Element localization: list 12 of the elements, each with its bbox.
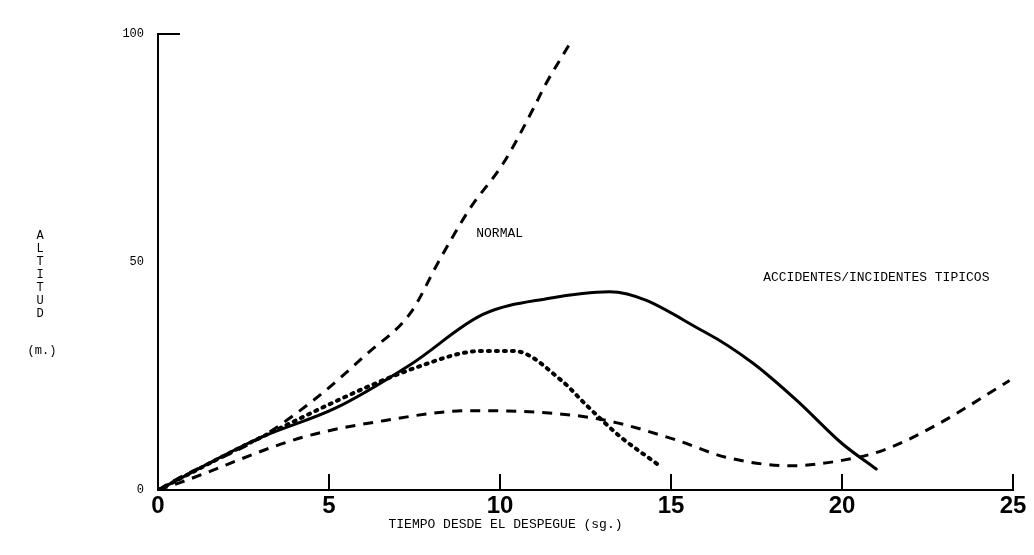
x-tick-label: 20 [828, 491, 856, 519]
x-tick-label: 25 [999, 491, 1027, 519]
text: ALTITUD (m.) [27, 229, 57, 359]
x-axis-title: TIEMPO DESDE EL DESPEGUE (sg.) [388, 516, 623, 532]
annotation: NORMAL [476, 225, 524, 241]
x-tick-label: 5 [322, 491, 336, 519]
y-tick-label: 100 [122, 27, 144, 42]
y-tick-label: 50 [129, 255, 144, 270]
annotation: ACCIDENTES/INCIDENTES TIPICOS [763, 269, 990, 285]
x-tick-label: 15 [657, 491, 685, 519]
x-tick-label: 0 [151, 491, 165, 519]
x-tick-label: 10 [486, 491, 514, 519]
